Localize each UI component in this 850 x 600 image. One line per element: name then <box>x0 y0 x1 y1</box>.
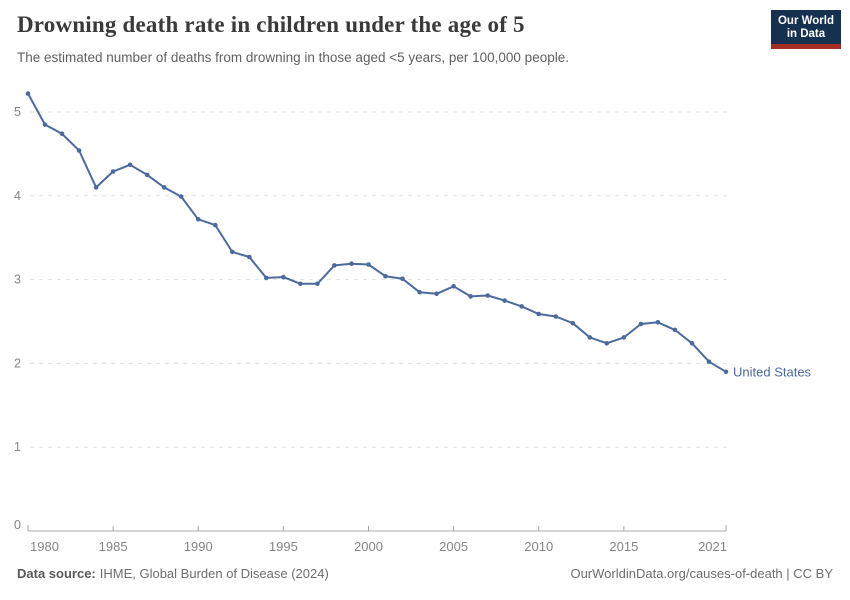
data-point[interactable] <box>178 194 184 199</box>
owid-logo[interactable]: Our World in Data <box>770 10 841 49</box>
data-point[interactable] <box>195 217 201 222</box>
x-tick-label: 2010 <box>524 539 553 554</box>
x-tick-label: 1985 <box>99 539 128 554</box>
data-point[interactable] <box>519 304 524 309</box>
data-point[interactable] <box>536 311 541 317</box>
x-tick-label: 2005 <box>439 539 468 554</box>
data-point[interactable] <box>315 281 320 287</box>
data-point[interactable] <box>553 314 559 319</box>
data-point[interactable] <box>604 341 610 346</box>
data-point[interactable] <box>127 162 133 168</box>
line-chart-canvas[interactable]: 0 1 2 3 4 5 1980 1985 1990 1995 2000 2005 2010 2015 20… <box>0 80 850 560</box>
data-point[interactable] <box>110 169 116 174</box>
y-tick-label: 3 <box>14 273 21 287</box>
data-point[interactable] <box>502 298 508 303</box>
page-title: Drowning death rate in children under th… <box>17 12 525 37</box>
owid-logo-line1: Our World <box>777 15 834 27</box>
data-point[interactable] <box>332 263 337 268</box>
data-source: Data source: IHME, Global Burden of Disea… <box>17 566 329 581</box>
data-point[interactable] <box>144 172 150 178</box>
x-tick-label: 1980 <box>30 539 59 554</box>
data-point[interactable] <box>59 131 65 137</box>
series-line <box>27 92 727 373</box>
data-point[interactable] <box>723 369 729 375</box>
chart-subtitle: The estimated number of deaths from drow… <box>17 50 569 65</box>
data-point[interactable] <box>638 321 644 327</box>
data-point[interactable] <box>264 275 269 281</box>
data-point[interactable] <box>451 284 456 289</box>
data-point[interactable] <box>383 273 388 279</box>
data-point[interactable] <box>247 254 252 260</box>
x-tick-label: 2021 <box>698 539 727 554</box>
data-point[interactable] <box>298 281 303 287</box>
data-point[interactable] <box>689 341 695 346</box>
x-tick-label: 1995 <box>269 539 298 554</box>
data-point[interactable] <box>621 335 627 340</box>
x-tick-label: 1990 <box>184 539 213 554</box>
data-point[interactable] <box>161 185 167 190</box>
data-point[interactable] <box>468 294 473 299</box>
data-source-text: IHME, Global Burden of Disease (2024) <box>99 566 329 581</box>
data-point[interactable] <box>655 320 661 325</box>
data-point[interactable] <box>76 148 82 153</box>
owid-logo-line2: in Data <box>786 28 826 40</box>
data-point[interactable] <box>349 261 354 266</box>
footer-citation-link[interactable]: OurWorldinData.org/causes-of-death | CC … <box>570 566 833 581</box>
y-tick-label: 0 <box>14 518 21 532</box>
data-point[interactable] <box>366 262 371 267</box>
x-tick-label: 2000 <box>354 539 383 554</box>
data-point[interactable] <box>42 122 48 127</box>
data-point[interactable] <box>281 274 286 280</box>
series-end-label: United States <box>733 364 812 379</box>
data-point[interactable] <box>25 91 31 96</box>
data-point[interactable] <box>230 249 235 255</box>
data-point[interactable] <box>587 335 593 340</box>
y-tick-label: 2 <box>14 356 21 370</box>
y-tick-label: 5 <box>14 105 21 119</box>
x-tick-label: 2015 <box>609 539 638 554</box>
data-point[interactable] <box>213 222 218 228</box>
data-point[interactable] <box>570 320 576 326</box>
data-source-label: Data source: <box>17 566 96 581</box>
data-point[interactable] <box>93 185 99 190</box>
data-point[interactable] <box>400 276 405 282</box>
chart-footer: Data source: IHME, Global Burden of Disea… <box>17 566 833 581</box>
y-tick-label: 1 <box>14 440 21 454</box>
y-tick-label: 4 <box>14 189 21 203</box>
data-point[interactable] <box>706 359 712 365</box>
data-point[interactable] <box>434 291 439 297</box>
data-point[interactable] <box>485 293 491 298</box>
data-point[interactable] <box>417 289 422 295</box>
data-point[interactable] <box>672 327 678 333</box>
